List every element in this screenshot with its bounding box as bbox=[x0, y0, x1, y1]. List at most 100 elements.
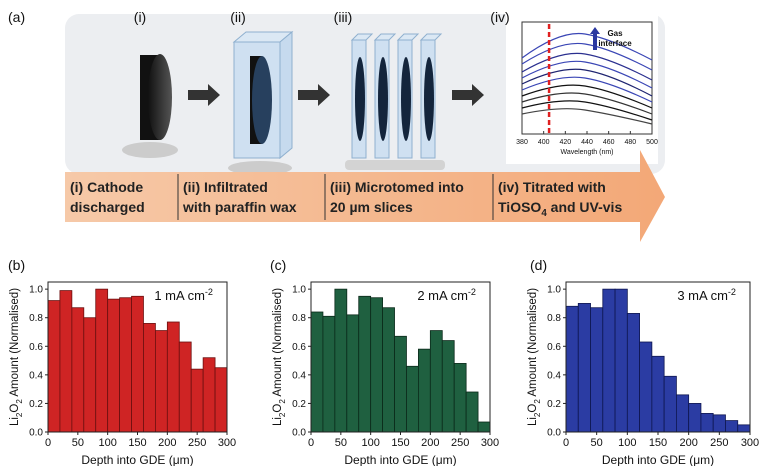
bar bbox=[453, 363, 467, 433]
y-tick-label: 0.2 bbox=[547, 399, 561, 410]
text-part: (iii) Microtomed into bbox=[330, 179, 464, 195]
bar bbox=[394, 335, 407, 433]
step-numeral: (iv) bbox=[490, 9, 509, 25]
y-tick-label: 0.8 bbox=[29, 313, 43, 324]
shadow bbox=[122, 142, 178, 158]
y-tick-label: 0.0 bbox=[29, 428, 43, 439]
block-side bbox=[279, 30, 293, 160]
step-text: TiOSO4 and UV-vis bbox=[498, 199, 622, 219]
bar bbox=[477, 421, 491, 433]
step-text: (i) Cathode bbox=[70, 179, 143, 195]
bar bbox=[577, 303, 591, 433]
y-tick-label: 0.4 bbox=[547, 370, 561, 381]
text-part: 4 bbox=[541, 208, 547, 219]
y-axis-label: Li2O2 Amount (Normalised) bbox=[527, 288, 542, 426]
step-numeral: (iii) bbox=[334, 9, 353, 25]
text-part: 2 bbox=[15, 412, 24, 417]
text-part: Amount (Normalised) bbox=[9, 288, 21, 399]
text-part: -2 bbox=[468, 287, 476, 297]
x-tick-label: 100 bbox=[98, 437, 116, 449]
bar bbox=[83, 317, 97, 433]
bar bbox=[119, 297, 132, 433]
bar bbox=[676, 394, 690, 433]
text-part: and UV-vis bbox=[547, 199, 623, 215]
x-tick-label: 50 bbox=[591, 437, 603, 449]
bar bbox=[565, 305, 579, 433]
arrow bbox=[188, 84, 220, 106]
step-numeral: (i) bbox=[134, 9, 146, 25]
step-text: (ii) Infiltrated bbox=[183, 179, 268, 195]
y-tick-label: 0.0 bbox=[292, 428, 306, 439]
x-tick-label: 300 bbox=[218, 437, 236, 449]
process-banner bbox=[65, 150, 665, 242]
inset-curves bbox=[521, 32, 653, 125]
text-part: O bbox=[272, 404, 284, 413]
axis-label: Wavelength (nm) bbox=[560, 149, 613, 156]
arrow bbox=[452, 84, 484, 106]
y-tick-label: 0.6 bbox=[547, 342, 561, 353]
bar bbox=[107, 298, 120, 433]
x-tick-label: 250 bbox=[710, 437, 728, 449]
bar bbox=[95, 288, 109, 433]
panel-label: (c) bbox=[270, 257, 286, 273]
x-tick-label: 100 bbox=[361, 437, 379, 449]
x-tick-label: 250 bbox=[451, 437, 469, 449]
text-part: 2 mA cm bbox=[417, 288, 468, 303]
bar bbox=[602, 288, 616, 433]
cathode-face bbox=[252, 56, 272, 144]
y-tick-label: 1.0 bbox=[547, 285, 561, 296]
bar bbox=[47, 300, 61, 433]
text-part: TiOSO bbox=[498, 199, 541, 215]
y-tick-label: 0.4 bbox=[292, 370, 306, 381]
x-axis-label: Depth into GDE (μm) bbox=[81, 453, 193, 466]
x-tick-label: 0 bbox=[563, 437, 569, 449]
step-text: 20 µm slices bbox=[330, 199, 413, 215]
y-tick-label: 1.0 bbox=[29, 285, 43, 296]
inset-background bbox=[506, 14, 658, 164]
step-text: (iv) Titrated with bbox=[498, 179, 606, 195]
slices bbox=[345, 33, 445, 170]
y-tick-label: 0.0 bbox=[547, 428, 561, 439]
bar bbox=[178, 341, 192, 433]
tick-label: 500 bbox=[646, 139, 658, 146]
text-part: discharged bbox=[70, 199, 145, 215]
y-tick-label: 0.2 bbox=[29, 399, 43, 410]
text-part: 1 mA cm bbox=[154, 288, 205, 303]
annotation: 2 mA cm-2 bbox=[417, 287, 476, 303]
text-part: (ii) Infiltrated bbox=[183, 179, 268, 195]
shadow bbox=[228, 161, 292, 175]
bar bbox=[202, 357, 216, 433]
panel-label: (a) bbox=[8, 9, 25, 25]
text-part: Li bbox=[9, 417, 21, 426]
bar bbox=[346, 314, 360, 433]
y-tick-label: 0.2 bbox=[292, 399, 306, 410]
text-part: 2 bbox=[278, 412, 287, 417]
x-tick-label: 150 bbox=[128, 437, 146, 449]
bar bbox=[214, 367, 228, 433]
bar bbox=[143, 323, 156, 433]
step-text: (iii) Microtomed into bbox=[330, 179, 464, 195]
text-part: -2 bbox=[728, 287, 736, 297]
cathode-face bbox=[148, 54, 172, 140]
bar bbox=[626, 313, 640, 433]
x-tick-label: 150 bbox=[391, 437, 409, 449]
bar bbox=[663, 375, 677, 433]
text-part: (i) Cathode bbox=[70, 179, 143, 195]
panel-label: (b) bbox=[8, 257, 25, 273]
text-part: O bbox=[527, 404, 539, 413]
bar bbox=[590, 307, 604, 433]
y-tick-label: 0.8 bbox=[292, 313, 306, 324]
bar bbox=[322, 315, 336, 433]
annotation: 3 mA cm-2 bbox=[677, 287, 736, 303]
step-numeral: (ii) bbox=[230, 9, 246, 25]
annotation: interface bbox=[598, 39, 632, 48]
bar bbox=[370, 297, 383, 433]
bar bbox=[737, 424, 751, 433]
y-axis-label: Li2O2 Amount (Normalised) bbox=[9, 288, 24, 426]
annotation: Gas bbox=[607, 29, 623, 38]
bar bbox=[166, 321, 180, 433]
text-part: Amount (Normalised) bbox=[272, 288, 284, 399]
arrow bbox=[298, 84, 330, 106]
